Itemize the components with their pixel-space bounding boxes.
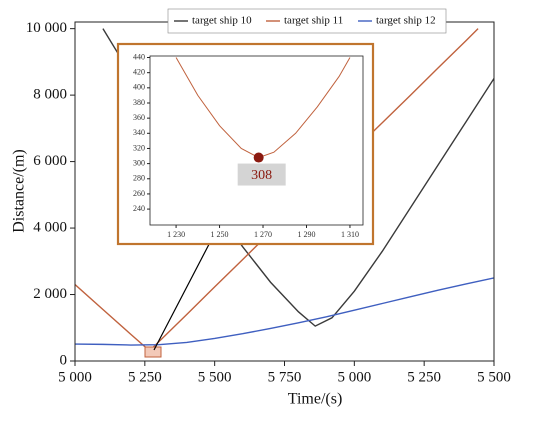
- line: [175, 57, 351, 159]
- y-tick-label: 340: [133, 128, 145, 137]
- x-tick-label: 1 250: [211, 230, 229, 239]
- y-tick-label: 4 000: [33, 219, 67, 235]
- y-tick-label: 420: [133, 68, 145, 77]
- legend-label: target ship 12: [376, 15, 436, 27]
- x-tick-label: 1 270: [254, 230, 272, 239]
- line: [75, 277, 494, 346]
- zoom-arrow: [153, 226, 219, 351]
- legend-label: target ship 10: [192, 15, 252, 27]
- y-tick-label: 440: [133, 52, 145, 61]
- y-axis-label: Distance/(m): [11, 149, 28, 233]
- y-tick-label: 260: [133, 189, 145, 198]
- x-tick-label: 5 000: [58, 369, 92, 385]
- y-tick-label: 400: [133, 83, 145, 92]
- y-tick-label: 0: [60, 352, 68, 368]
- x-tick-label: 1 310: [341, 230, 359, 239]
- legend-box: [167, 8, 447, 34]
- x-axis-label: Time/(s): [288, 391, 343, 408]
- y-tick-label: 6 000: [33, 153, 67, 169]
- annotation-label: 308: [251, 168, 272, 183]
- x-tick-label: 5 250: [407, 369, 441, 385]
- annotation-marker: [253, 152, 264, 163]
- annotation-box: [237, 163, 286, 186]
- y-tick-label: 10 000: [26, 20, 67, 36]
- y-tick-label: 2 000: [33, 286, 67, 302]
- y-tick-label: 240: [133, 204, 145, 213]
- x-tick-label: 1 230: [167, 230, 185, 239]
- y-tick-label: 8 000: [33, 87, 67, 103]
- zoom-region: [144, 346, 162, 358]
- y-tick-label: 300: [133, 158, 145, 167]
- axes-frame: [149, 55, 364, 226]
- legend-label: target ship 11: [284, 15, 343, 27]
- x-tick-label: 5 000: [337, 369, 371, 385]
- x-tick-label: 5 500: [198, 369, 232, 385]
- x-tick-label: 5 500: [477, 369, 511, 385]
- y-tick-label: 320: [133, 143, 145, 152]
- inset-panel: [116, 42, 375, 246]
- x-tick-label: 5 750: [268, 369, 302, 385]
- y-tick-label: 380: [133, 98, 145, 107]
- y-tick-label: 360: [133, 113, 145, 122]
- plot-area: [175, 57, 351, 159]
- x-tick-label: 5 250: [128, 369, 162, 385]
- x-tick-label: 1 290: [297, 230, 315, 239]
- y-tick-label: 280: [133, 174, 145, 183]
